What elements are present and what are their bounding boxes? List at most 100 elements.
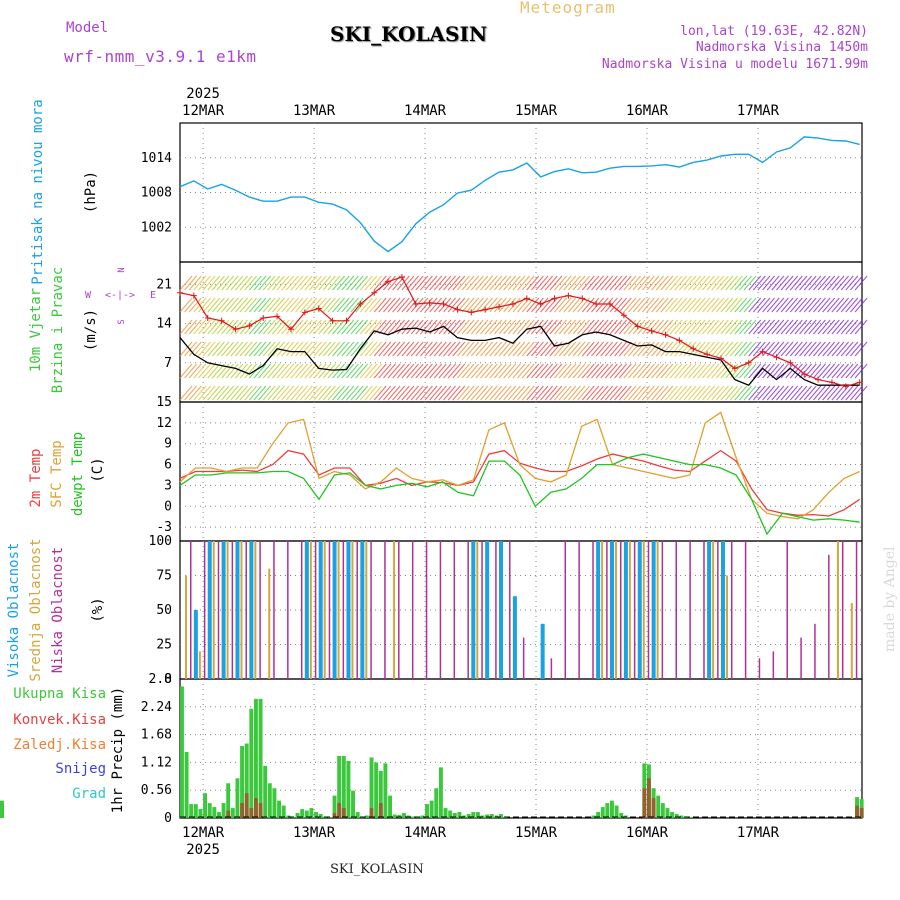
wind-arrow: [230, 319, 244, 335]
wind-gust-marker: [690, 345, 697, 352]
wind-arrow: [808, 297, 822, 313]
wind-arrow: [850, 363, 863, 379]
wind-arrow: [184, 319, 198, 335]
wind-arrow: [554, 275, 567, 291]
wind-arrow: [429, 363, 443, 379]
wind-arrow: [383, 385, 396, 401]
wind-arrow: [840, 385, 854, 401]
wind-arrow: [785, 385, 799, 401]
cloud-bar-0: [221, 541, 226, 679]
wind-arrow: [406, 275, 419, 291]
cloud-bar-2: [606, 541, 608, 679]
wind-arrow: [776, 275, 789, 291]
wind-arrow: [489, 297, 503, 313]
wind-arrow: [193, 385, 207, 401]
wind-arrow: [383, 297, 396, 313]
precip-total-bar: [281, 805, 286, 818]
wind-arrow: [789, 341, 803, 357]
pressure-axis-title: Pritisak na nivou mora: [30, 99, 46, 284]
wind-arrow: [188, 363, 202, 379]
wind-arrow: [725, 297, 739, 313]
precip-total-bar: [221, 803, 226, 818]
precip-total-bar: [295, 813, 300, 818]
wind-arrow: [415, 275, 429, 291]
wind-arrow: [327, 297, 341, 313]
wind-arrow: [669, 341, 683, 357]
wind-arrow: [396, 341, 410, 357]
wind-arrow: [475, 385, 489, 401]
wind-arrow: [276, 319, 290, 335]
wind-arrow: [466, 363, 480, 379]
wind-arrow: [762, 341, 776, 357]
wind-arrow: [262, 363, 276, 379]
wind-arrow: [466, 275, 480, 291]
wind-arrow: [327, 341, 341, 357]
wind-arrow: [840, 275, 854, 291]
wind-arrow: [193, 363, 207, 379]
wind-arrow: [558, 319, 572, 335]
wind-arrow: [799, 363, 812, 379]
wind-arrow: [831, 341, 845, 357]
wind-arrow: [586, 275, 600, 291]
cloud-bar-2: [356, 541, 358, 679]
wind-arrow: [207, 363, 221, 379]
cloud-bar-2: [259, 541, 261, 679]
wind-arrow: [752, 385, 766, 401]
wind-arrow: [683, 341, 697, 357]
wind-arrow: [313, 319, 327, 335]
wind-arrow: [248, 385, 262, 401]
precip-total-bar: [600, 807, 605, 818]
cloud-bar-0: [332, 541, 337, 679]
cloud-bar-2: [203, 541, 206, 679]
cloud-bar-2: [231, 541, 234, 679]
wind-arrow: [484, 363, 498, 379]
wind-arrow: [757, 363, 771, 379]
day-label-top: 16MAR: [626, 103, 669, 119]
wind-arrow: [729, 275, 743, 291]
wind-arrow: [230, 385, 244, 401]
precip-conv-bar: [249, 808, 254, 818]
wind-arrow: [438, 275, 452, 291]
wind-arrow: [299, 275, 313, 291]
wind-arrow: [420, 363, 433, 379]
wind-arrow: [799, 297, 812, 313]
wind-gust-marker: [287, 326, 294, 333]
wind-gust-marker: [856, 379, 863, 386]
wind-arrow: [235, 341, 248, 357]
wind-arrow: [706, 275, 720, 291]
wind-arrow: [808, 341, 822, 357]
wind-arrow: [581, 341, 595, 357]
wind-arrow: [262, 319, 276, 335]
wind-arrow: [364, 341, 378, 357]
wind-arrow: [267, 385, 281, 401]
wind-gust-marker: [177, 289, 183, 296]
wind-arrow: [443, 319, 456, 335]
wind-arrow: [544, 297, 558, 313]
wind-arrow: [715, 297, 729, 313]
precip-legend-1: Konvek.Kisa: [13, 712, 106, 728]
wind-arrow: [221, 297, 235, 313]
precip-total-bar: [184, 751, 189, 818]
wind-arrow: [364, 297, 378, 313]
wind-arrow: [221, 385, 235, 401]
wind-arrow: [591, 319, 604, 335]
wind-arrow: [669, 297, 683, 313]
cloud-bar-0: [346, 541, 351, 679]
cloud-bar-1: [198, 651, 201, 679]
wind-arrow: [248, 319, 262, 335]
cloud-bar-2: [828, 554, 830, 679]
wind-arrow: [637, 319, 651, 335]
wind-arrow: [604, 319, 618, 335]
wind-arrow: [655, 341, 669, 357]
wind-arrow: [304, 297, 318, 313]
wind-arrow: [387, 363, 401, 379]
precip-total-bar: [369, 757, 374, 818]
wind-arrow: [248, 297, 262, 313]
wind-arrow: [258, 363, 272, 379]
wind-gust-marker: [468, 309, 475, 316]
wind-arrow: [433, 297, 447, 313]
wind-arrow: [734, 385, 748, 401]
precip-conv-bar: [253, 798, 258, 818]
panel-frame-precip: [179, 678, 863, 819]
wind-arrow: [498, 341, 512, 357]
